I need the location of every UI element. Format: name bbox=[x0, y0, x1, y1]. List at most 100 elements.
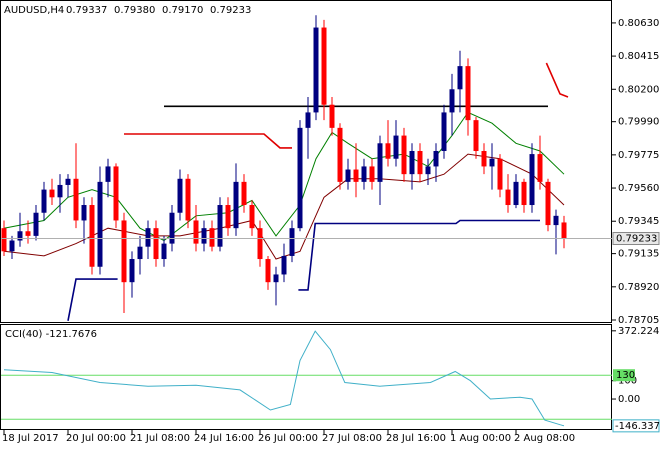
level-box bbox=[613, 369, 635, 382]
y-tick-label: 0.78920 bbox=[618, 282, 659, 293]
candle-body bbox=[537, 154, 543, 182]
candle-body bbox=[97, 181, 103, 267]
candle-body bbox=[521, 181, 527, 206]
candle-body bbox=[353, 169, 359, 182]
candle-body bbox=[57, 184, 63, 198]
last-price-label: 0.79233 bbox=[616, 234, 657, 245]
cci-value-box bbox=[612, 419, 660, 433]
candle-body bbox=[65, 178, 71, 185]
candle-body bbox=[1, 228, 7, 252]
candle-body bbox=[289, 228, 295, 256]
candle-body bbox=[265, 259, 271, 283]
y-tick-label: 0.79345 bbox=[618, 216, 659, 227]
cci-value-label: -146.3373 bbox=[615, 421, 660, 432]
candle-body bbox=[409, 151, 415, 175]
candle-body bbox=[217, 205, 223, 247]
y2-tick-label: 372.224 bbox=[618, 326, 659, 337]
candle-body bbox=[233, 181, 239, 229]
candle-body bbox=[473, 120, 479, 152]
y-tick-label: 0.79990 bbox=[618, 117, 659, 128]
candle-body bbox=[393, 135, 399, 159]
candle-body bbox=[105, 166, 111, 182]
header-open: 0.79337 bbox=[66, 5, 107, 16]
header-low: 0.79170 bbox=[162, 5, 203, 16]
candle-body bbox=[25, 231, 31, 236]
x-tick-label: 26 Jul 00:00 bbox=[258, 433, 318, 444]
candle-body bbox=[361, 166, 367, 182]
candle-body bbox=[529, 154, 535, 206]
candle-body bbox=[169, 212, 175, 244]
candle-body bbox=[457, 66, 463, 90]
candle-body bbox=[161, 243, 167, 260]
candle-body bbox=[553, 215, 559, 226]
candle-body bbox=[225, 205, 231, 229]
candle-body bbox=[305, 112, 311, 128]
candle-body bbox=[417, 151, 423, 175]
x-tick-label: 27 Jul 08:00 bbox=[322, 433, 382, 444]
candle-body bbox=[41, 189, 47, 213]
y-tick-label: 0.79775 bbox=[618, 150, 659, 161]
candle-body bbox=[329, 104, 335, 128]
y-tick-label: 0.80630 bbox=[618, 18, 659, 29]
candle-body bbox=[121, 220, 127, 283]
candle-body bbox=[273, 274, 279, 283]
y-tick-label: 0.80200 bbox=[618, 84, 659, 95]
indicator-line bbox=[67, 219, 540, 321]
candle-body bbox=[505, 189, 511, 206]
candle-body bbox=[201, 228, 207, 244]
x-tick-label: 20 Jul 00:00 bbox=[66, 433, 126, 444]
y-tick-label: 0.79560 bbox=[618, 183, 659, 194]
candle-body bbox=[129, 259, 135, 283]
candle-body bbox=[345, 169, 351, 182]
candle-body bbox=[33, 212, 39, 236]
candle-body bbox=[561, 222, 567, 239]
candle-body bbox=[89, 205, 95, 267]
x-tick-label: 28 Jul 16:00 bbox=[386, 433, 446, 444]
candle-body bbox=[185, 178, 191, 221]
candle-body bbox=[281, 255, 287, 275]
candle-body bbox=[241, 181, 247, 206]
main-panel bbox=[0, 0, 612, 323]
candle-body bbox=[337, 127, 343, 182]
cci-line bbox=[3, 330, 565, 427]
indicator-line bbox=[3, 111, 565, 242]
candle-body bbox=[209, 228, 215, 247]
header-high: 0.79380 bbox=[114, 5, 155, 16]
candle-body bbox=[385, 143, 391, 159]
candle-body bbox=[433, 151, 439, 167]
indicator-panel bbox=[0, 324, 612, 430]
x-tick-label: 18 Jul 2017 bbox=[2, 433, 59, 444]
indicator-label: CCI(40) -121.7676 bbox=[5, 329, 97, 340]
candle-body bbox=[441, 112, 447, 152]
last-price-box bbox=[612, 232, 660, 246]
candle-body bbox=[73, 178, 79, 221]
candle-body bbox=[113, 166, 119, 221]
candle-body bbox=[313, 27, 319, 113]
x-tick-label: 21 Jul 08:00 bbox=[130, 433, 190, 444]
candle-body bbox=[249, 205, 255, 229]
candle-body bbox=[193, 220, 199, 244]
indicator-line bbox=[3, 153, 565, 260]
candle-body bbox=[297, 127, 303, 229]
candle-body bbox=[377, 143, 383, 182]
candle-body bbox=[481, 151, 487, 167]
symbol: AUDUSD,H4 bbox=[4, 5, 64, 16]
x-tick-label: 1 Aug 00:00 bbox=[450, 433, 511, 444]
x-tick-label: 2 Aug 08:00 bbox=[514, 433, 575, 444]
candle-body bbox=[9, 240, 15, 252]
candle-body bbox=[369, 166, 375, 182]
header-close: 0.79233 bbox=[210, 5, 251, 16]
candle-body bbox=[545, 181, 551, 226]
candle-body bbox=[257, 228, 263, 260]
indicator-line bbox=[124, 62, 569, 149]
y-tick-label: 0.80415 bbox=[618, 51, 659, 62]
candle-body bbox=[321, 27, 327, 105]
candle-body bbox=[145, 228, 151, 247]
candle-body bbox=[49, 189, 55, 198]
candle-body bbox=[401, 135, 407, 175]
x-tick-label: 24 Jul 16:00 bbox=[194, 433, 254, 444]
y-tick-label: 0.78705 bbox=[618, 315, 659, 326]
candle-body bbox=[81, 205, 87, 221]
y-tick-label: 0.79135 bbox=[618, 249, 659, 260]
